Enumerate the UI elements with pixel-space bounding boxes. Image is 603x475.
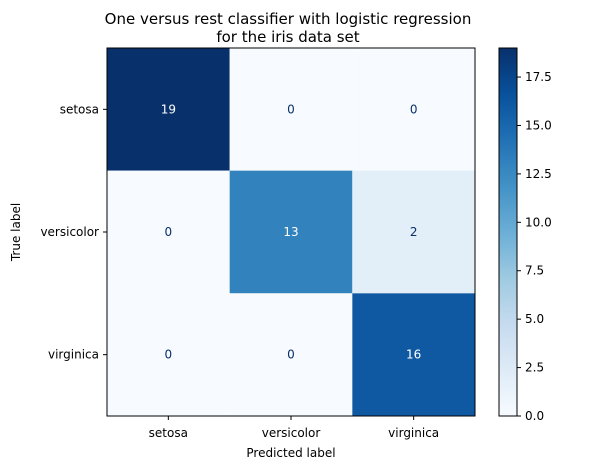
- colorbar-tick-label: 17.5: [525, 70, 552, 84]
- x-tick-label: versicolor: [262, 426, 321, 440]
- heatmap-cell-value: 19: [161, 102, 176, 116]
- heatmap-cell: [352, 170, 475, 294]
- x-tick-label: setosa: [149, 426, 188, 440]
- x-axis-label: Predicted label: [246, 446, 335, 460]
- colorbar-ticks: 0.0 2.5 5.0 7.5 10.0 12.5 15.0 17.5: [517, 70, 552, 423]
- x-axis-ticks: setosa versicolor virginica: [149, 416, 439, 440]
- colorbar-tick-label: 10.0: [525, 215, 552, 229]
- colorbar-tick-label: 7.5: [525, 264, 544, 278]
- colorbar-tick-label: 5.0: [525, 312, 544, 326]
- heatmap-cell: [352, 293, 475, 416]
- y-tick-label: virginica: [48, 348, 99, 362]
- colorbar: [499, 48, 517, 416]
- chart-title-line-1: One versus rest classifier with logistic…: [105, 10, 472, 28]
- heatmap-cell-value: 13: [283, 225, 298, 239]
- heatmap-cell-value: 0: [410, 102, 418, 116]
- colorbar-tick-label: 12.5: [525, 167, 552, 181]
- colorbar-tick-label: 15.0: [525, 118, 552, 132]
- colorbar-tick-label: 0.0: [525, 409, 544, 423]
- heatmap-cell: [352, 48, 475, 171]
- y-axis-ticks: setosa versicolor virginica: [40, 102, 107, 362]
- heatmap-cell: [107, 170, 230, 294]
- heatmap-cell-value: 0: [165, 348, 173, 362]
- heatmap-cell: [107, 293, 230, 416]
- y-axis-label: True label: [9, 203, 23, 262]
- heatmap-cell: [107, 48, 230, 171]
- heatmap-cell: [229, 293, 353, 416]
- heatmap-cell-value: 2: [410, 225, 418, 239]
- heatmap-cell: [229, 48, 353, 171]
- heatmap-cell-value: 0: [287, 102, 295, 116]
- heatmap-cell-value: 0: [287, 348, 295, 362]
- y-tick-label: versicolor: [40, 225, 99, 239]
- x-tick-label: virginica: [388, 426, 439, 440]
- colorbar-frame: [498, 47, 518, 417]
- heatmap-cell-value: 0: [165, 225, 173, 239]
- heatmap-cell-value: 16: [406, 348, 421, 362]
- heatmap-cell-labels: 19 0 0 0 13 2 0 0 16: [161, 102, 422, 361]
- heatmap-cells: [107, 48, 475, 416]
- chart-title-line-2: for the iris data set: [216, 28, 359, 46]
- heatmap-cell: [229, 170, 353, 294]
- colorbar-tick-label: 2.5: [525, 361, 544, 375]
- y-tick-label: setosa: [60, 102, 99, 116]
